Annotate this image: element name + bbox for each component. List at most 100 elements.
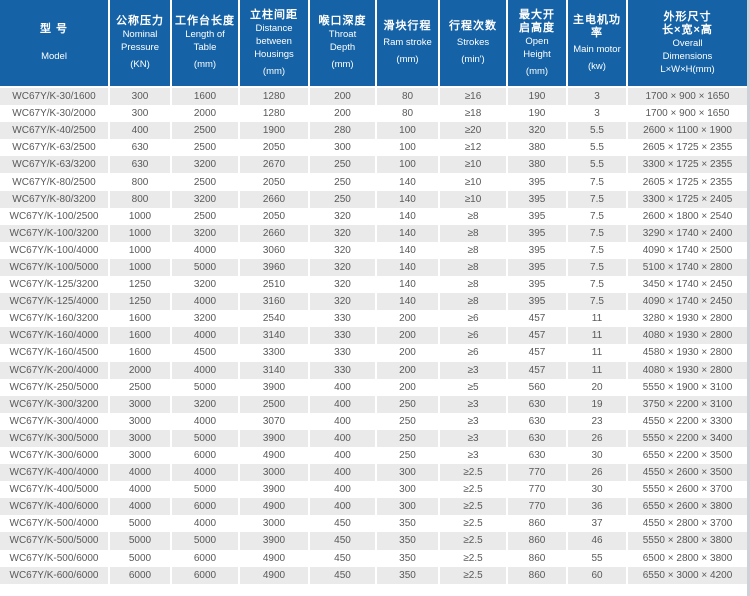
- cell-model: WC67Y/K-250/5000: [0, 378, 110, 396]
- cell-throat_depth: 400: [310, 412, 377, 430]
- cell-main_motor: 60: [568, 566, 628, 584]
- cell-nominal_pressure: 3000: [110, 429, 172, 447]
- cell-overall_dimensions: 3280 × 1930 × 2800: [628, 310, 747, 328]
- cell-ram_stroke: 300: [377, 464, 440, 482]
- cell-overall_dimensions: 3290 × 1740 × 2400: [628, 224, 747, 242]
- cell-model: WC67Y/K-100/4000: [0, 241, 110, 259]
- cell-model: WC67Y/K-300/6000: [0, 446, 110, 465]
- cell-table_length: 6000: [172, 498, 240, 516]
- cell-main_motor: 5.5: [568, 156, 628, 174]
- cell-overall_dimensions: 1700 × 900 × 1650: [628, 88, 747, 106]
- cell-table_length: 5000: [172, 429, 240, 447]
- cell-overall_dimensions: 6500 × 2800 × 3800: [628, 549, 747, 567]
- cell-ram_stroke: 350: [377, 515, 440, 533]
- cell-main_motor: 30: [568, 446, 628, 465]
- cell-nominal_pressure: 4000: [110, 481, 172, 499]
- cell-main_motor: 26: [568, 464, 628, 482]
- cell-overall_dimensions: 5550 × 1900 × 3100: [628, 378, 747, 396]
- cell-overall_dimensions: 5550 × 2800 × 3800: [628, 532, 747, 550]
- cell-main_motor: 19: [568, 395, 628, 413]
- cell-housing_distance: 1280: [240, 105, 310, 123]
- cell-ram_stroke: 250: [377, 412, 440, 430]
- cell-open_height: 860: [508, 566, 568, 584]
- cell-strokes: ≥10: [440, 173, 508, 191]
- cell-housing_distance: 3140: [240, 327, 310, 345]
- cell-housing_distance: 2050: [240, 139, 310, 157]
- cell-housing_distance: 1280: [240, 88, 310, 106]
- cell-throat_depth: 400: [310, 464, 377, 482]
- cell-table_length: 6000: [172, 549, 240, 567]
- cell-strokes: ≥18: [440, 105, 508, 123]
- cell-overall_dimensions: 3750 × 2200 × 3100: [628, 395, 747, 413]
- cell-main_motor: 7.5: [568, 207, 628, 225]
- table-row: WC67Y/K-300/6000 3000 6000 4900 400 250 ≥3 630 3…: [0, 446, 747, 465]
- cell-throat_depth: 400: [310, 429, 377, 447]
- cell-nominal_pressure: 1600: [110, 310, 172, 328]
- cell-throat_depth: 450: [310, 566, 377, 584]
- table-body: WC67Y/K-30/1600 300 1600 1280 200 80 ≥16 190 3 17…: [0, 88, 747, 584]
- cell-throat_depth: 330: [310, 344, 377, 362]
- column-header-text: 主电机功率 Main motor (kw): [573, 13, 621, 72]
- table-row: WC67Y/K-500/5000 5000 5000 3900 450 350 ≥2.5 86…: [0, 532, 747, 550]
- cell-model: WC67Y/K-500/5000: [0, 532, 110, 550]
- cell-housing_distance: 2510: [240, 276, 310, 294]
- cell-overall_dimensions: 5550 × 2600 × 3700: [628, 481, 747, 499]
- cell-open_height: 395: [508, 293, 568, 311]
- cell-main_motor: 7.5: [568, 293, 628, 311]
- cell-open_height: 395: [508, 173, 568, 191]
- table-row: WC67Y/K-100/4000 1000 4000 3060 320 140 ≥8 395 7…: [0, 241, 747, 259]
- column-header-main_motor: 主电机功率 Main motor (kw): [568, 0, 628, 88]
- cell-open_height: 457: [508, 327, 568, 345]
- cell-ram_stroke: 140: [377, 258, 440, 277]
- cell-ram_stroke: 140: [377, 276, 440, 294]
- cell-strokes: ≥2.5: [440, 566, 508, 584]
- cell-main_motor: 7.5: [568, 241, 628, 259]
- cell-nominal_pressure: 400: [110, 122, 172, 140]
- cell-main_motor: 37: [568, 515, 628, 533]
- cell-ram_stroke: 140: [377, 224, 440, 242]
- cell-strokes: ≥2.5: [440, 532, 508, 550]
- cell-nominal_pressure: 630: [110, 139, 172, 157]
- cell-housing_distance: 2540: [240, 310, 310, 328]
- column-header-text: 型 号 Model: [39, 23, 69, 62]
- cell-throat_depth: 320: [310, 293, 377, 311]
- cell-nominal_pressure: 5000: [110, 515, 172, 533]
- cell-model: WC67Y/K-63/3200: [0, 156, 110, 174]
- cell-housing_distance: 2050: [240, 173, 310, 191]
- cell-model: WC67Y/K-300/5000: [0, 429, 110, 447]
- table-row: WC67Y/K-30/2000 300 2000 1280 200 80 ≥18 190 3 17…: [0, 105, 747, 123]
- cell-ram_stroke: 100: [377, 139, 440, 157]
- column-header-text: 喉口深度 Throat Depth (mm): [318, 15, 367, 70]
- cell-nominal_pressure: 4000: [110, 498, 172, 516]
- cell-open_height: 395: [508, 207, 568, 225]
- cell-ram_stroke: 140: [377, 190, 440, 208]
- cell-nominal_pressure: 300: [110, 105, 172, 123]
- table-row: WC67Y/K-500/6000 5000 6000 4900 450 350 ≥2.5 86…: [0, 549, 747, 567]
- cell-housing_distance: 4900: [240, 498, 310, 516]
- cell-overall_dimensions: 5100 × 1740 × 2800: [628, 258, 747, 277]
- cell-throat_depth: 280: [310, 122, 377, 140]
- cell-overall_dimensions: 2600 × 1800 × 2540: [628, 207, 747, 225]
- cell-throat_depth: 330: [310, 361, 377, 379]
- header-row: 型 号 Model 公称压力 Nominal Pressure (KN) 工作台长度 Leng…: [0, 0, 747, 88]
- cell-overall_dimensions: 4550 × 2200 × 3300: [628, 412, 747, 430]
- cell-open_height: 770: [508, 498, 568, 516]
- cell-overall_dimensions: 4090 × 1740 × 2450: [628, 293, 747, 311]
- cell-housing_distance: 2050: [240, 207, 310, 225]
- cell-overall_dimensions: 4090 × 1740 × 2500: [628, 241, 747, 259]
- specifications-table: 型 号 Model 公称压力 Nominal Pressure (KN) 工作台长度 Leng…: [0, 0, 747, 584]
- cell-table_length: 4000: [172, 361, 240, 379]
- cell-strokes: ≥8: [440, 207, 508, 225]
- cell-ram_stroke: 200: [377, 361, 440, 379]
- cell-model: WC67Y/K-600/6000: [0, 566, 110, 584]
- cell-strokes: ≥8: [440, 241, 508, 259]
- table-row: WC67Y/K-63/3200 630 3200 2670 250 100 ≥10 380 5.…: [0, 156, 747, 174]
- cell-throat_depth: 330: [310, 310, 377, 328]
- table-row: WC67Y/K-400/5000 4000 5000 3900 400 300 ≥2.5 77…: [0, 481, 747, 499]
- cell-nominal_pressure: 1250: [110, 276, 172, 294]
- table-row: WC67Y/K-250/5000 2500 5000 3900 400 200 ≥5 560 2…: [0, 378, 747, 396]
- column-header-text: 行程次数 Strokes (min'): [449, 20, 497, 65]
- cell-throat_depth: 320: [310, 224, 377, 242]
- cell-nominal_pressure: 800: [110, 173, 172, 191]
